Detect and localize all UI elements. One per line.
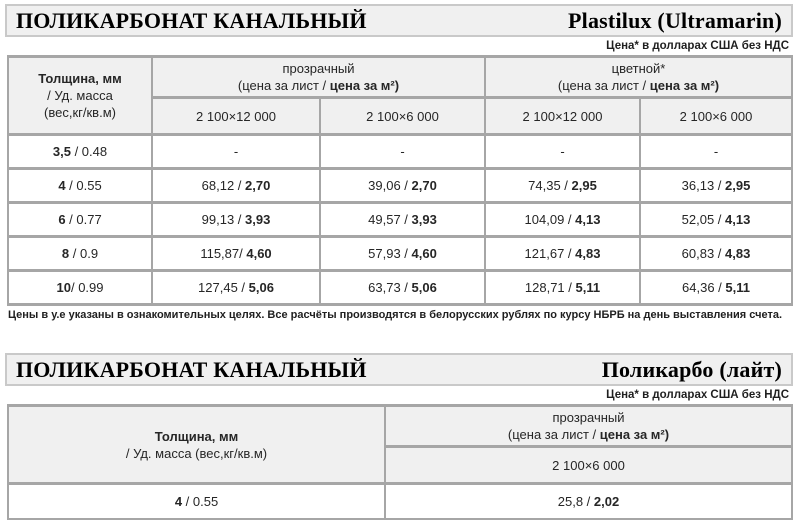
colored-group-sub-bold: цена за м²) xyxy=(649,78,720,93)
thickness-column-header: Толщина, мм / Уд. масса (вес,кг/кв.м) xyxy=(7,404,386,485)
transparent-group-header: прозрачный (цена за лист / цена за м²) xyxy=(384,404,793,448)
thickness-cell: 6 / 0.77 xyxy=(7,201,153,238)
price-cell: 99,13 / 3,93 xyxy=(151,201,321,238)
price-cell: 36,13 / 2,95 xyxy=(639,167,793,204)
section1-title: ПОЛИКАРБОНАТ КАНАЛЬНЫЙ xyxy=(16,7,367,33)
thickness-cell: 3,5 / 0.48 xyxy=(7,133,153,170)
thickness-cell: 10/ 0.99 xyxy=(7,269,153,306)
thickness-header-line3: (вес,кг/кв.м) xyxy=(44,105,116,120)
transparent-group-sub-bold: цена за м²) xyxy=(599,427,670,442)
thickness-column-header: Толщина, мм / Уд. масса (вес,кг/кв.м) xyxy=(7,55,153,136)
section1-title-bar: ПОЛИКАРБОНАТ КАНАЛЬНЫЙ Plastilux (Ultram… xyxy=(5,4,793,37)
size-header-row: 2 100×6 000 xyxy=(8,445,793,485)
price-cell: 25,8 / 2,02 xyxy=(384,482,793,520)
price-cell: - xyxy=(319,133,486,170)
price-cell: 74,35 / 2,95 xyxy=(484,167,641,204)
price-cell: 52,05 / 4,13 xyxy=(639,201,793,238)
thickness-cell: 8 / 0.9 xyxy=(7,235,153,272)
thickness-header-line1: Толщина, мм xyxy=(154,428,239,444)
colored-group-header: цветной* (цена за лист / цена за м²) xyxy=(484,55,793,99)
transparent-group-sub-bold: цена за м²) xyxy=(329,78,400,93)
section2-title: ПОЛИКАРБОНАТ КАНАЛЬНЫЙ xyxy=(16,356,367,382)
table-row: 8 / 0.9 115,87/ 4,60 57,93 / 4,60 121,67 / … xyxy=(7,235,793,272)
price-cell: 115,87/ 4,60 xyxy=(151,235,321,272)
size-col-header: 2 100×6 000 xyxy=(384,445,793,485)
thickness-cell: 4 / 0.55 xyxy=(7,167,153,204)
price-cell: 39,06 / 2,70 xyxy=(319,167,486,204)
price-cell: 57,93 / 4,60 xyxy=(319,235,486,272)
price-cell: 63,73 / 5,06 xyxy=(319,269,486,306)
price-cell: 49,57 / 3,93 xyxy=(319,201,486,238)
thickness-header-line2: / Уд. масса (вес,кг/кв.м) xyxy=(125,445,268,461)
section-plastilux: ПОЛИКАРБОНАТ КАНАЛЬНЫЙ Plastilux (Ultram… xyxy=(0,4,798,321)
size-header-row: 2 100×12 000 2 100×6 000 2 100×12 000 2 … xyxy=(8,96,793,136)
colored-group-title: цветной* xyxy=(611,61,666,76)
group-header-row: Толщина, мм / Уд. масса (вес,кг/кв.м) пр… xyxy=(7,404,793,485)
table-row: 4 / 0.55 68,12 / 2,70 39,06 / 2,70 74,35 / … xyxy=(7,167,793,204)
section2-title-bar: ПОЛИКАРБОНАТ КАНАЛЬНЫЙ Поликарбо (лайт) xyxy=(5,353,793,386)
price-cell: - xyxy=(639,133,793,170)
size-col-header: 2 100×6 000 xyxy=(639,96,793,136)
section2-price-note: Цена* в долларах США без НДС xyxy=(606,389,789,401)
group-header-row: Толщина, мм / Уд. масса (вес,кг/кв.м) пр… xyxy=(7,55,793,136)
price-cell: 121,67 / 4,83 xyxy=(484,235,641,272)
transparent-group-title: прозрачный xyxy=(552,410,625,425)
size-col-header: 2 100×12 000 xyxy=(484,96,641,136)
price-cell: - xyxy=(151,133,321,170)
price-cell: 104,09 / 4,13 xyxy=(484,201,641,238)
colored-group-sub: (цена за лист / xyxy=(557,78,650,93)
table-row: 6 / 0.77 99,13 / 3,93 49,57 / 3,93 104,09 /… xyxy=(7,201,793,238)
plastilux-price-table: Толщина, мм / Уд. масса (вес,кг/кв.м) пр… xyxy=(7,55,793,306)
price-cell: 128,71 / 5,11 xyxy=(484,269,641,306)
section-polikarbo: ПОЛИКАРБОНАТ КАНАЛЬНЫЙ Поликарбо (лайт) … xyxy=(0,353,798,520)
size-col-header: 2 100×6 000 xyxy=(319,96,486,136)
transparent-group-title: прозрачный xyxy=(282,61,355,76)
table-row: 10/ 0.99 127,45 / 5,06 63,73 / 5,06 128,71 … xyxy=(7,269,793,306)
table-row: 4 / 0.55 25,8 / 2,02 xyxy=(7,482,793,520)
table-row: 3,5 / 0.48- - - - xyxy=(7,133,793,170)
price-cell: 60,83 / 4,83 xyxy=(639,235,793,272)
thickness-header-line2: / Уд. масса xyxy=(47,88,113,103)
transparent-group-sub: (цена за лист / xyxy=(237,78,330,93)
thickness-header-line1: Толщина, мм xyxy=(38,71,122,86)
section1-brand: Plastilux (Ultramarin) xyxy=(568,7,782,33)
transparent-group-header: прозрачный (цена за лист / цена за м²) xyxy=(151,55,486,99)
footnote: Цены в у.е указаны в ознакомительных цел… xyxy=(8,309,783,321)
polikarbo-price-table: Толщина, мм / Уд. масса (вес,кг/кв.м) пр… xyxy=(7,404,793,520)
price-cell: 64,36 / 5,11 xyxy=(639,269,793,306)
price-cell: - xyxy=(484,133,641,170)
transparent-group-sub: (цена за лист / xyxy=(507,427,600,442)
section1-price-note: Цена* в долларах США без НДС xyxy=(606,40,789,52)
size-col-header: 2 100×12 000 xyxy=(151,96,321,136)
section2-brand: Поликарбо (лайт) xyxy=(601,356,782,382)
price-cell: 127,45 / 5,06 xyxy=(151,269,321,306)
thickness-cell: 4 / 0.55 xyxy=(7,482,386,520)
price-cell: 68,12 / 2,70 xyxy=(151,167,321,204)
